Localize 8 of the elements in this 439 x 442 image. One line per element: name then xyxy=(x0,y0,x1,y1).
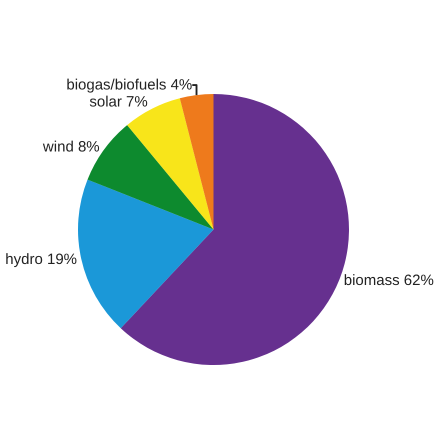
pie-slice xyxy=(180,94,214,230)
slice-label: solar 7% xyxy=(89,94,148,111)
pie-slice xyxy=(78,180,214,328)
slice-label: wind 8% xyxy=(42,138,100,156)
slice-label: biogas/biofuels 4% xyxy=(66,76,192,94)
slice-label: hydro 19% xyxy=(5,250,78,268)
pie-slice xyxy=(127,98,214,230)
slice-label: biomass 62% xyxy=(344,272,434,290)
